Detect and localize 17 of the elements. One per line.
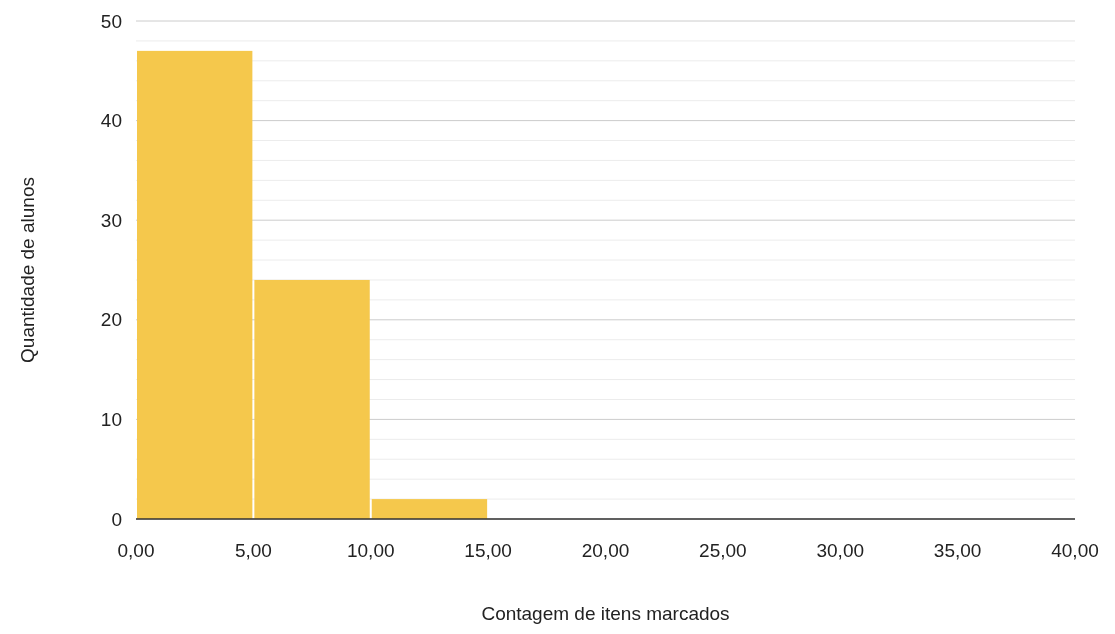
x-tick-label: 40,00 [1051, 540, 1099, 561]
x-tick-label: 15,00 [464, 540, 512, 561]
x-tick-label: 10,00 [346, 540, 395, 561]
x-tick-label: 0,00 [117, 540, 155, 561]
x-tick-label: 20,00 [581, 540, 630, 561]
x-tick-label: 35,00 [933, 540, 982, 561]
x-tick-label: 5,00 [234, 540, 272, 561]
y-tick-label: 10 [100, 409, 122, 431]
y-tick-label: 30 [100, 209, 122, 231]
x-tick-label: 25,00 [699, 540, 747, 561]
y-axis-title: Quantidade de alunos [17, 177, 38, 363]
y-tick-label: 20 [100, 309, 122, 331]
y-tick-label: 50 [100, 10, 122, 32]
y-tick-label: 0 [111, 508, 122, 530]
x-tick-label: 30,00 [816, 540, 865, 561]
y-tick-label: 40 [100, 110, 122, 132]
x-axis-title: Contagem de itens marcados [481, 603, 730, 624]
